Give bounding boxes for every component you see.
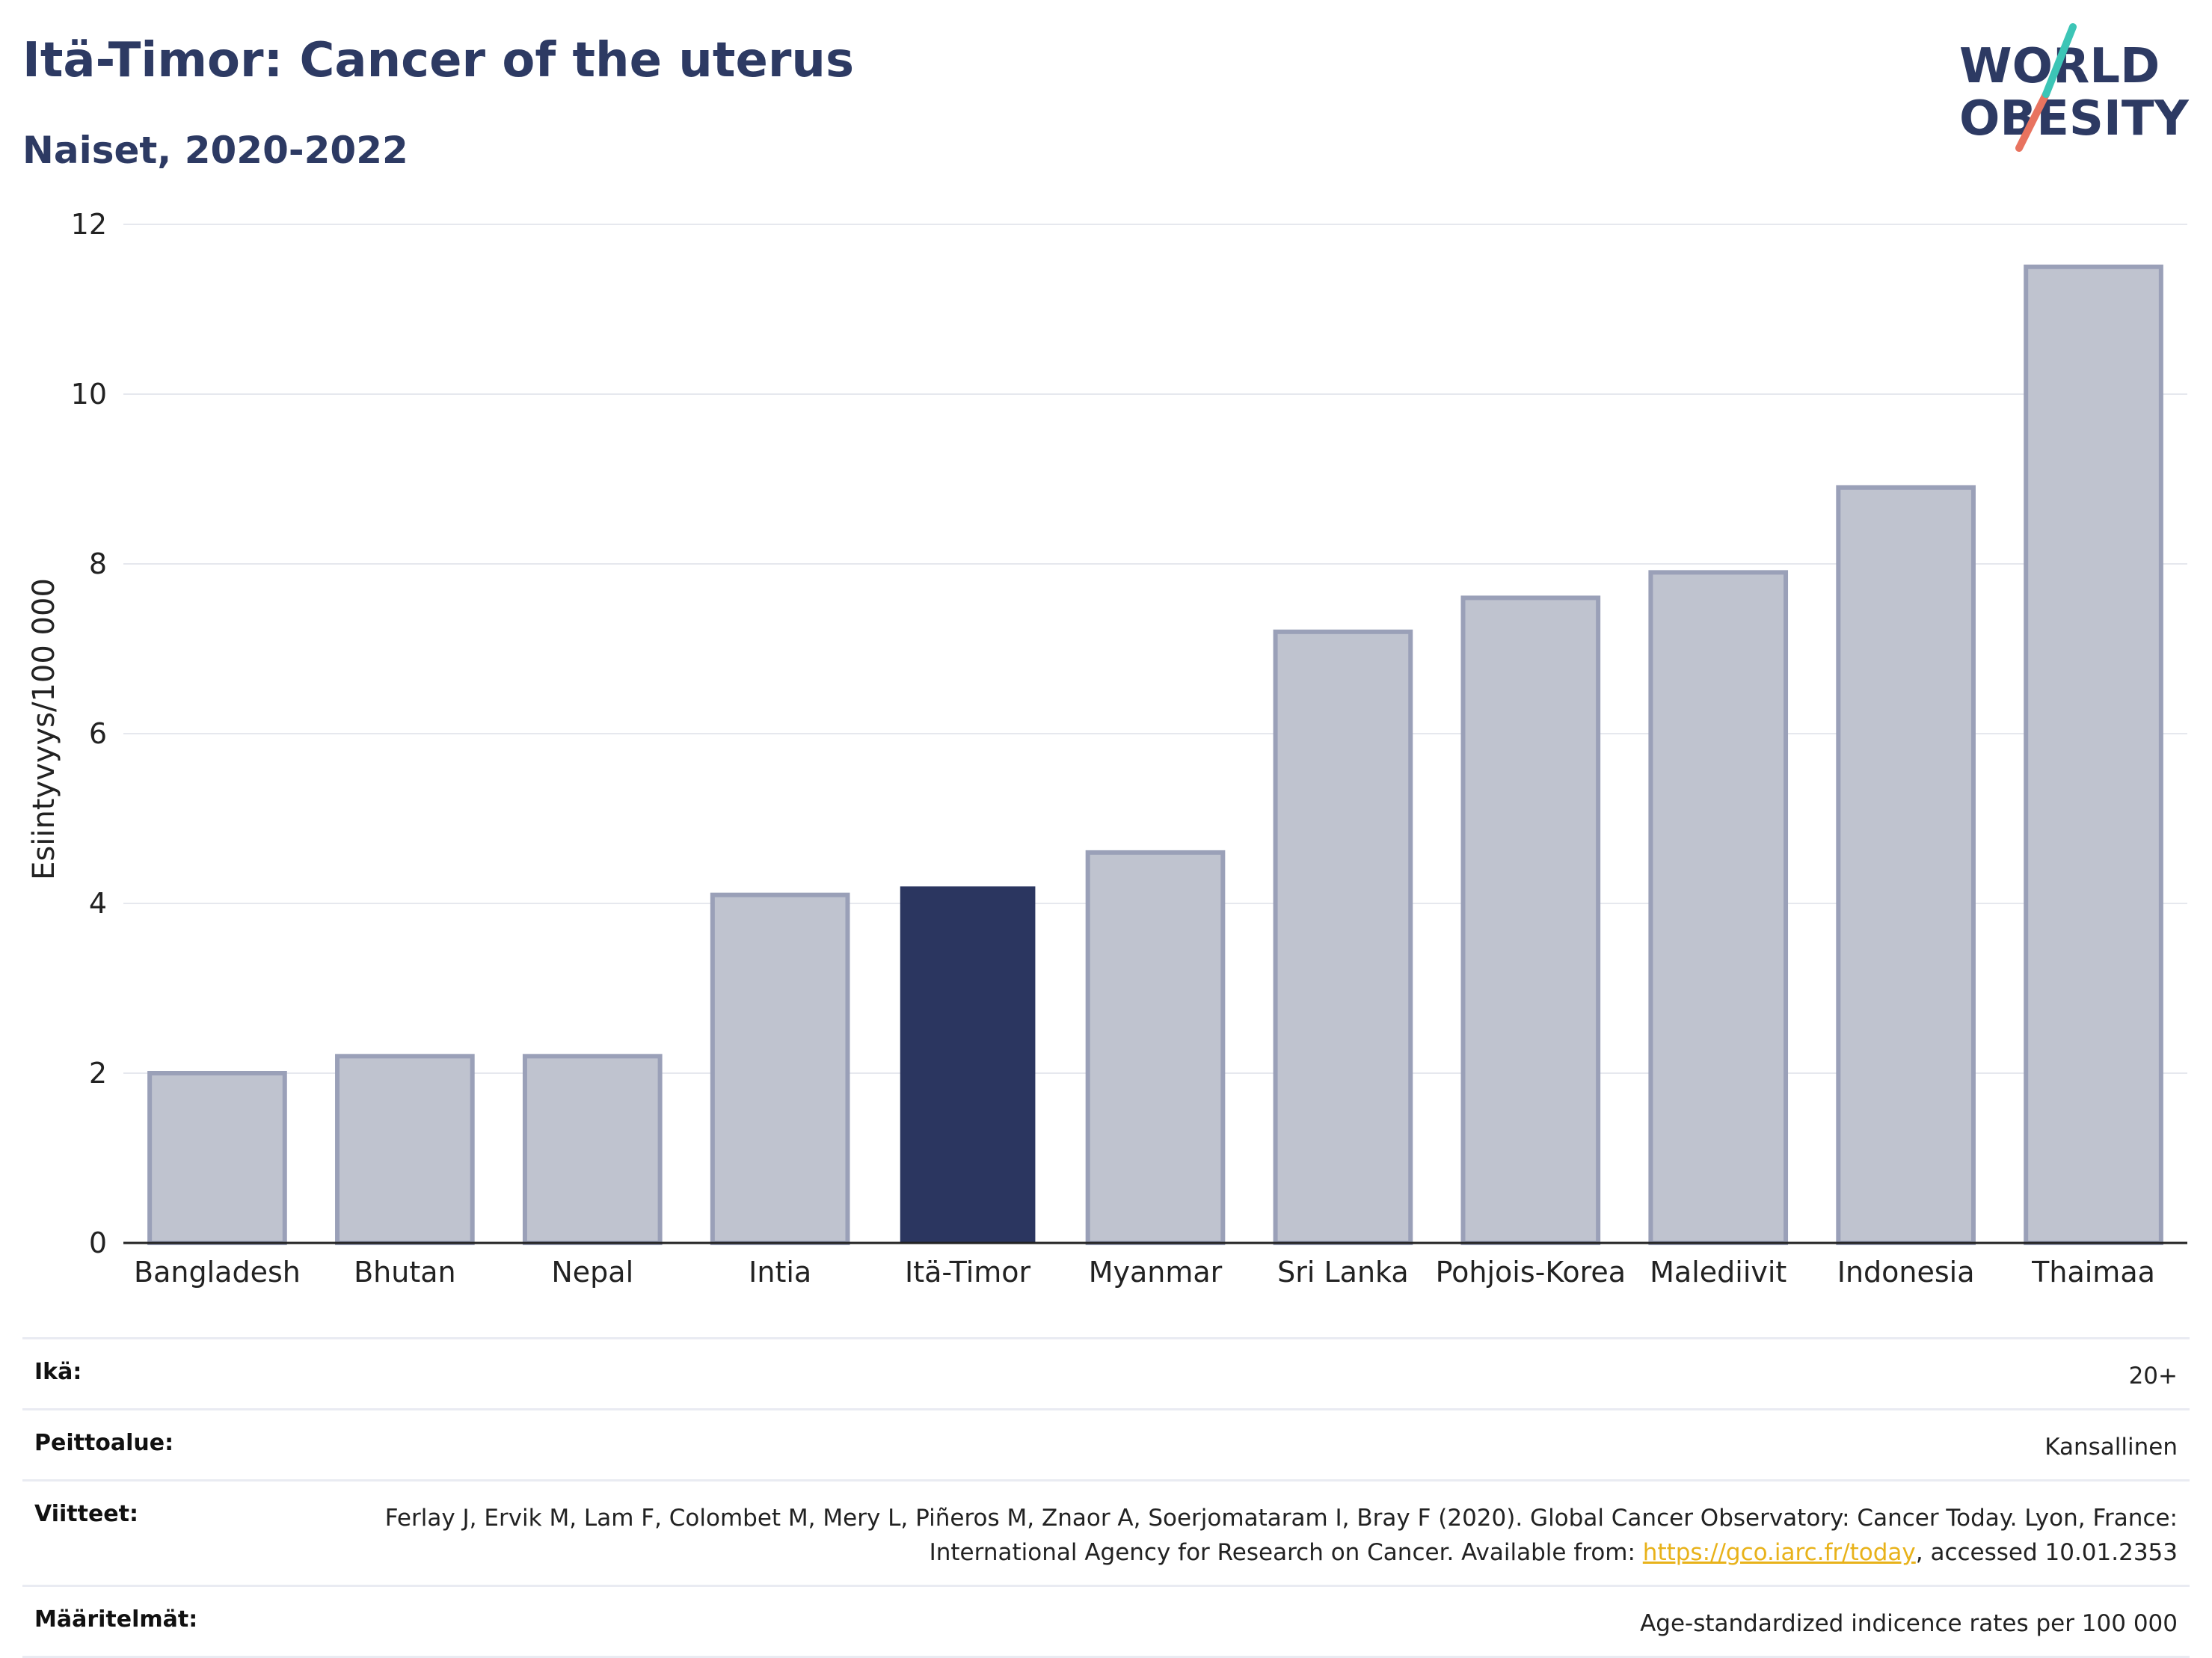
y-tick-label: 12 [71,208,107,241]
bar-indonesia [1836,485,1976,1246]
chart-title: Itä-Timor: Cancer of the uterus [22,33,855,88]
meta-label-references: Viitteet: [34,1501,138,1527]
bar-bhutan [335,1054,475,1246]
x-tick-label: Malediivit [1650,1256,1787,1289]
x-tick-label: Myanmar [1089,1256,1223,1289]
y-tick-label: 10 [71,378,107,411]
x-tick-label: Sri Lanka [1277,1256,1409,1289]
meta-value-definitions: Age-standardized indicence rates per 100… [1640,1610,2178,1637]
meta-row-definitions: Määritelmät: Age-standardized indicence … [22,1585,2190,1658]
bars [147,264,2163,1246]
x-tick-label: Nepal [551,1256,633,1289]
reference-text: Ferlay J, Ervik M, Lam F, Colombet M, Me… [384,1505,2178,1566]
bar-thaimaa [2024,264,2163,1245]
bar-pohjois-korea [1460,595,1601,1245]
meta-label-coverage: Peittoalue: [34,1430,174,1456]
x-tick-label: Thaimaa [2031,1256,2155,1289]
y-axis-title: Esiintyvyys/100 000 [27,578,61,880]
meta-row-age: Ikä: 20+ [22,1337,2190,1408]
meta-value-references: Ferlay J, Ervik M, Lam F, Colombet M, Me… [308,1501,2178,1570]
y-axis-ticks: 0 2 4 6 8 10 12 [71,208,107,1259]
meta-row-references: Viitteet: Ferlay J, Ervik M, Lam F, Colo… [22,1479,2190,1585]
y-tick-label: 6 [89,717,107,750]
y-tick-label: 0 [89,1226,107,1259]
metadata-table: Ikä: 20+ Peittoalue: Kansallinen Viittee… [22,1337,2190,1658]
bar-itä-timor [900,886,1036,1243]
bar-myanmar [1085,850,1226,1245]
x-tick-label: Bhutan [354,1256,456,1289]
bar-intia [710,892,850,1246]
x-tick-label: Intia [749,1256,811,1289]
x-axis-ticks: Bangladesh Bhutan Nepal Intia Itä-Timor Myanm… [134,1256,2155,1289]
bar-malediivit [1648,570,1789,1245]
reference-accessed: , accessed 10.01.2353 [1915,1539,2178,1566]
logo-slash-red [2015,90,2050,152]
y-tick-label: 8 [89,547,107,580]
y-tick-label: 2 [89,1057,107,1090]
world-obesity-logo: WORLD OBESITY [1959,23,2189,152]
bar-bangladesh [147,1071,287,1245]
x-tick-label: Bangladesh [134,1256,301,1289]
meta-value-age: 20+ [2128,1363,2178,1390]
logo-text-obesity: OBESITY [1959,91,2189,147]
bar-nepal [522,1054,663,1246]
logo-slash-teal [2042,23,2077,98]
y-tick-label: 4 [89,887,107,920]
bar-sri-lanka [1273,629,1413,1245]
meta-row-coverage: Peittoalue: Kansallinen [22,1408,2190,1479]
reference-link[interactable]: https://gco.iarc.fr/today [1642,1539,1916,1566]
chart-subtitle: Naiset, 2020-2022 [22,129,408,172]
meta-label-age: Ikä: [34,1359,82,1385]
x-tick-label: Itä-Timor [905,1256,1030,1289]
meta-label-definitions: Määritelmät: [34,1606,198,1633]
x-tick-label: Pohjois-Korea [1436,1256,1626,1289]
x-tick-label: Indonesia [1837,1256,1975,1289]
bar-chart: 0 2 4 6 8 10 12 Esiintyvyys/100 000 Bangladesh… [27,208,2187,1289]
meta-value-coverage: Kansallinen [2044,1434,2178,1461]
